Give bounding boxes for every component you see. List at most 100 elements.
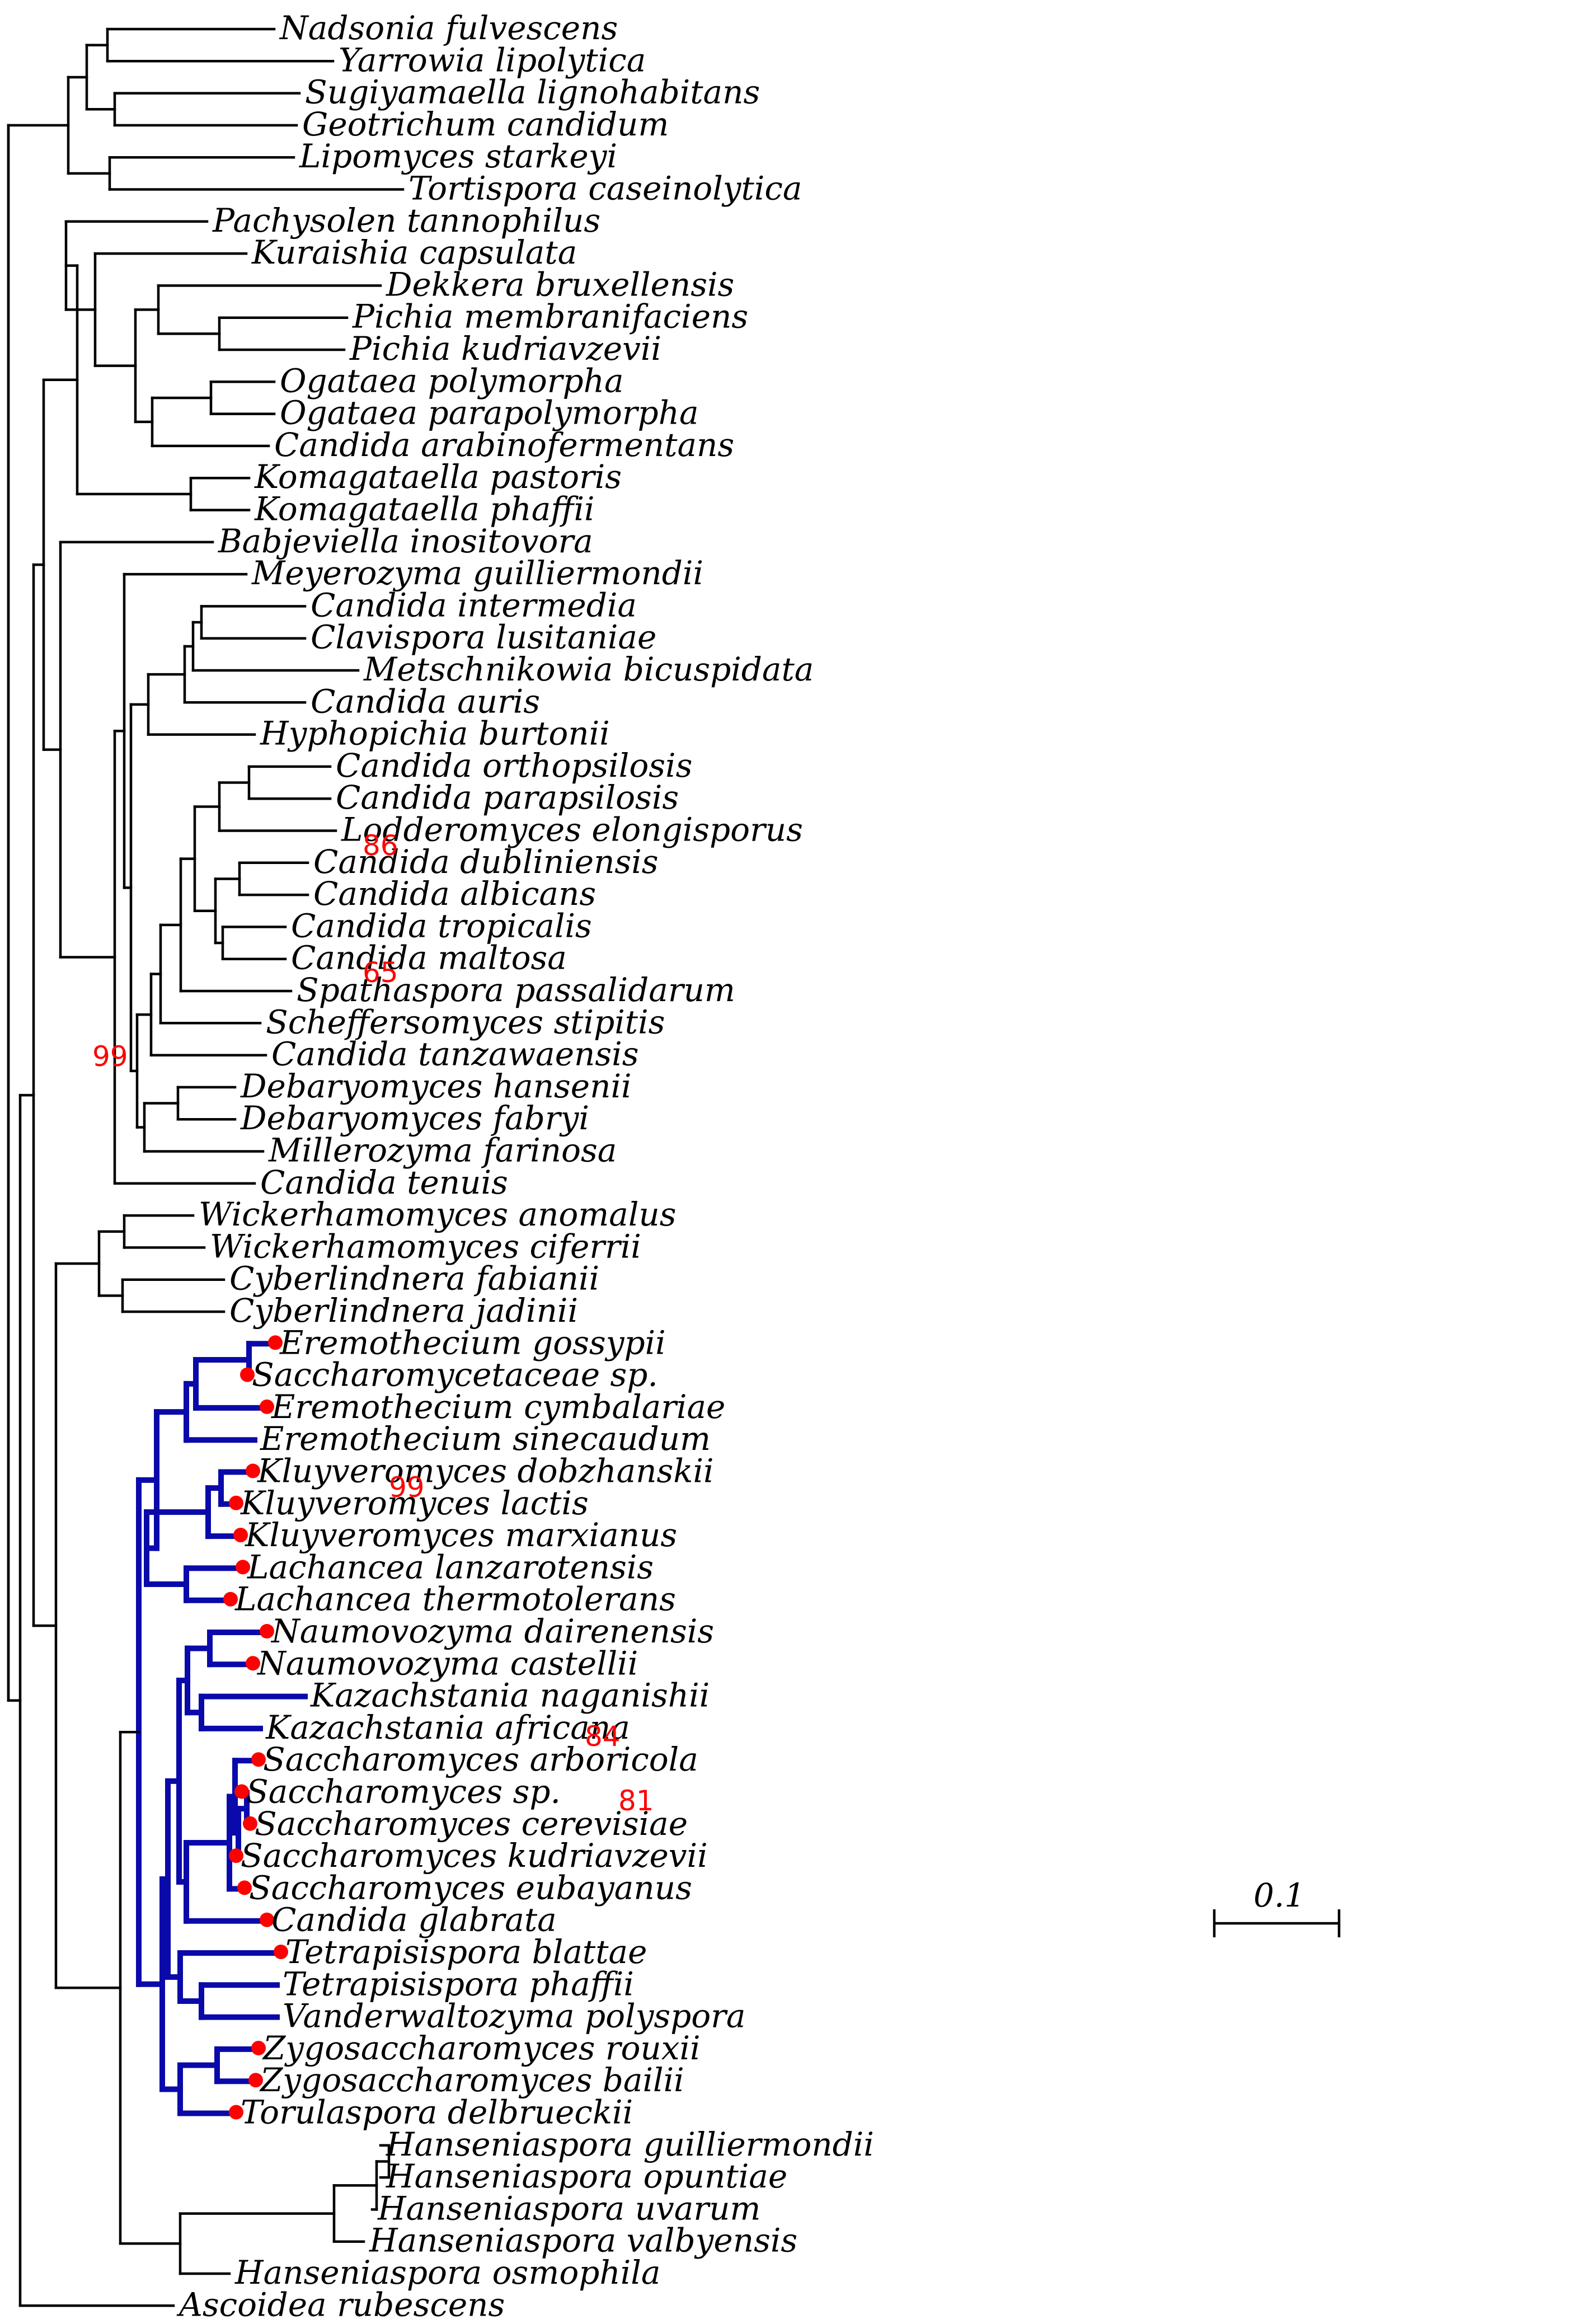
tip-marker — [260, 1912, 274, 1927]
taxon-label: Candida tropicalis — [291, 907, 592, 945]
taxon-label: Cyberlindnera fabianii — [229, 1260, 599, 1298]
taxon-label: Scheffersomyces stipitis — [266, 1003, 665, 1041]
taxon-label: Ascoidea rubescens — [176, 2285, 505, 2323]
tip-marker — [236, 1560, 250, 1575]
taxon-label: Kazachstania naganishii — [310, 1677, 710, 1715]
scale-bar: 0.1 — [1213, 1876, 1341, 1937]
taxon-label: Clavispora lusitaniae — [311, 618, 656, 656]
taxon-label: Zygosaccharomyces bailii — [259, 2061, 684, 2099]
taxon-label: Meyerozyma guilliermondii — [251, 554, 703, 592]
taxon-label: Lodderomyces elongisporus — [341, 811, 803, 849]
scale-bar-label: 0.1 — [1253, 1876, 1305, 1914]
taxon-label: Komagataella phaffii — [254, 490, 595, 528]
bootstrap-value: 99 — [92, 1040, 128, 1073]
taxon-label: Lipomyces starkeyi — [299, 137, 617, 175]
tip-marker — [248, 2073, 263, 2088]
taxon-label: Candida orthopsilosis — [336, 747, 692, 785]
tip-marker — [237, 1880, 252, 1895]
taxon-label: Pachysolen tannophilus — [212, 201, 600, 240]
taxon-label: Lachancea lanzarotensis — [247, 1548, 654, 1586]
tip-markers — [223, 1335, 288, 2120]
taxon-label: Babjeviella inositovora — [218, 522, 593, 560]
tip-marker — [234, 1784, 249, 1799]
tip-marker — [223, 1591, 238, 1607]
taxon-label: Saccharomyces sp. — [246, 1773, 561, 1811]
taxon-label: Kazachstania africana — [265, 1708, 630, 1746]
taxon-label: Hanseniaspora guilliermondii — [386, 2125, 874, 2163]
taxon-label: Saccharomyces cerevisiae — [255, 1805, 688, 1843]
taxon-label: Kluyveromyces dobzhanskii — [257, 1452, 714, 1490]
tip-marker — [246, 1463, 260, 1478]
taxon-label: Kuraishia capsulata — [251, 233, 577, 271]
taxon-label: Hanseniaspora valbyensis — [369, 2222, 797, 2260]
taxon-label: Nadsonia fulvescens — [279, 9, 618, 47]
taxon-label: Candida parapsilosis — [336, 778, 679, 816]
taxon-label: Spathaspora passalidarum — [297, 971, 735, 1009]
tree-branches — [7, 27, 405, 2307]
taxon-label: Tortispora caseinolytica — [408, 170, 802, 208]
taxon-label: Candida arabinofermentans — [274, 426, 734, 464]
taxon-label: Eremothecium gossypii — [279, 1323, 666, 1361]
taxon-label: Debaryomyces fabryi — [240, 1099, 589, 1137]
taxon-label: Candida maltosa — [291, 939, 567, 977]
tip-marker — [260, 1624, 274, 1638]
taxon-label: Kluyveromyces lactis — [240, 1484, 589, 1522]
taxon-label: Torulaspora delbrueckii — [241, 2093, 633, 2131]
bootstrap-value: 84 — [585, 1720, 621, 1753]
bootstrap-value: 81 — [618, 1785, 654, 1817]
taxon-label: Cyberlindnera jadinii — [229, 1292, 578, 1330]
taxon-label: Candida auris — [311, 682, 540, 720]
taxon-label: Ogataea polymorpha — [280, 361, 624, 400]
taxon-label: Lachancea thermotolerans — [234, 1580, 676, 1618]
taxon-label: Candida glabrata — [271, 1901, 557, 1939]
taxon-label: Millerozyma farinosa — [268, 1132, 617, 1170]
tip-marker — [274, 1945, 288, 1959]
taxon-label: Saccharomyces arboricola — [263, 1740, 698, 1778]
taxon-label: Candida albicans — [313, 875, 596, 913]
taxon-label: Pichia kudriavzevii — [349, 330, 661, 368]
taxon-label: Ogataea parapolymorpha — [280, 394, 699, 432]
taxon-label: Zygosaccharomyces rouxii — [262, 2029, 701, 2067]
taxon-label: Eremothecium sinecaudum — [260, 1420, 711, 1458]
bootstrap-value: 86 — [363, 829, 398, 862]
taxon-label: Naumovozyma castellii — [256, 1644, 638, 1682]
taxon-label: Eremothecium cymbalariae — [271, 1388, 725, 1426]
taxon-label: Candida tenuis — [260, 1163, 508, 1201]
tip-marker — [229, 1848, 243, 1863]
taxon-label: Saccharomyces kudriavzevii — [241, 1837, 708, 1875]
tip-marker — [268, 1335, 283, 1350]
taxon-label: Hanseniaspora osmophila — [234, 2253, 660, 2292]
tip-marker — [243, 1816, 257, 1831]
taxon-label: Pichia membranifaciens — [352, 298, 748, 336]
tip-marker — [240, 1367, 255, 1382]
taxon-label: Debaryomyces hansenii — [240, 1067, 632, 1105]
tip-marker — [251, 2040, 266, 2055]
taxon-label: Tetrapisispora blattae — [285, 1933, 647, 1971]
tip-marker — [229, 2105, 243, 2120]
taxon-label: Hanseniaspora opuntiae — [386, 2157, 787, 2195]
taxon-label: Wickerhamomyces anomalus — [199, 1195, 677, 1233]
taxon-label: Candida dubliniensis — [313, 843, 659, 881]
taxon-label: Wickerhamomyces ciferrii — [210, 1227, 641, 1265]
taxon-label: Vanderwaltozyma polyspora — [283, 1997, 746, 2035]
taxon-label: Yarrowia lipolytica — [339, 41, 646, 79]
tip-marker — [246, 1656, 260, 1671]
bootstrap-value: 99 — [389, 1471, 425, 1504]
taxon-label: Dekkera bruxellensis — [386, 265, 734, 303]
bootstrap-labels: 99 86 65 99 84 81 — [92, 829, 654, 1817]
taxon-label: Hanseniaspora uvarum — [377, 2189, 760, 2227]
tip-marker — [251, 1752, 266, 1767]
bootstrap-value: 65 — [363, 956, 398, 989]
taxon-label: Metschnikowia bicuspidata — [363, 650, 814, 688]
taxon-label: Sugiyamaella lignohabitans — [305, 73, 760, 111]
taxon-label: Naumovozyma dairenensis — [270, 1612, 714, 1650]
taxon-label: Hyphopichia burtonii — [260, 715, 610, 753]
tip-marker — [233, 1528, 248, 1543]
taxon-label: Kluyveromyces marxianus — [245, 1516, 677, 1554]
taxon-label: Komagataella pastoris — [254, 458, 622, 496]
taxon-label: Tetrapisispora phaffii — [283, 1965, 634, 2003]
taxon-label: Saccharomycetaceae sp. — [252, 1356, 658, 1394]
taxon-label: Candida intermedia — [311, 586, 637, 624]
tip-marker — [260, 1399, 274, 1414]
